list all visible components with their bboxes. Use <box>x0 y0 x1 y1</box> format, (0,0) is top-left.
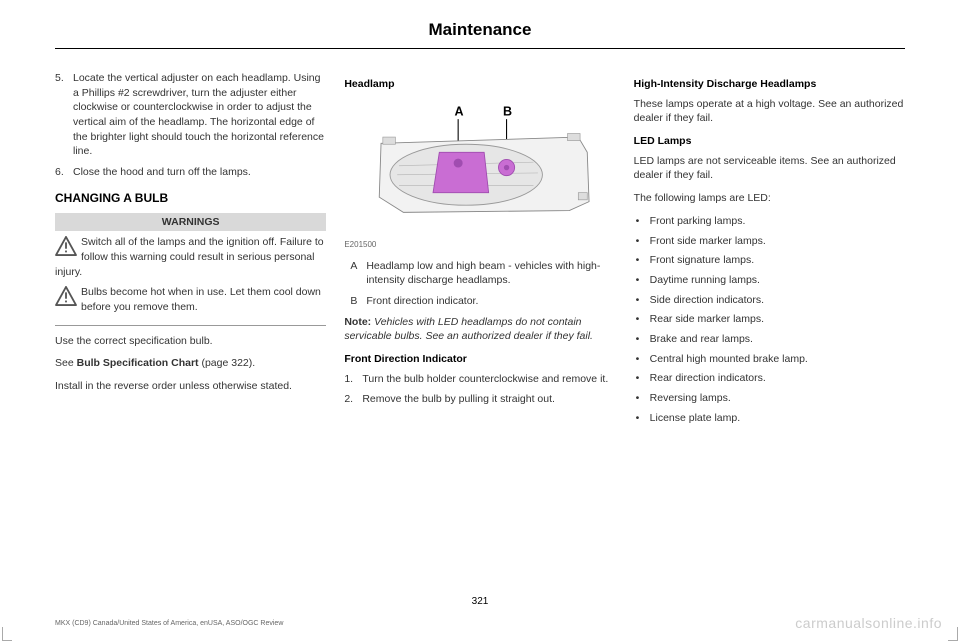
label-text: Headlamp low and high beam - vehicles wi… <box>366 259 615 288</box>
fdi-step-2: 2. Remove the bulb by pulling it straigh… <box>344 392 615 407</box>
page-header: Maintenance <box>0 0 960 48</box>
see-suffix: (page 322). <box>199 357 256 369</box>
list-item: •Front side marker lamps. <box>634 234 905 249</box>
para-see-chart: See Bulb Specification Chart (page 322). <box>55 356 326 371</box>
bullet-text: Front parking lamps. <box>650 214 746 229</box>
bullet-dot: • <box>634 273 650 288</box>
list-item: •License plate lamp. <box>634 411 905 426</box>
bullet-dot: • <box>634 391 650 406</box>
note-led: Note: Vehicles with LED headlamps do not… <box>344 315 615 344</box>
para-spec-bulb: Use the correct specification bulb. <box>55 334 326 349</box>
diagram-label-b: B <box>503 104 512 118</box>
step-text: Turn the bulb holder counterclockwise an… <box>362 372 608 387</box>
warning-1: Switch all of the lamps and the ignition… <box>55 235 326 279</box>
led-text: LED lamps are not serviceable items. See… <box>634 154 905 183</box>
step-num: 5. <box>55 71 73 159</box>
hid-text: These lamps operate at a high voltage. S… <box>634 97 905 126</box>
bullet-text: Rear direction indicators. <box>650 371 766 386</box>
list-item: •Brake and rear lamps. <box>634 332 905 347</box>
changing-bulb-heading: CHANGING A BULB <box>55 190 326 207</box>
see-prefix: See <box>55 357 77 369</box>
bullet-text: Central high mounted brake lamp. <box>650 352 808 367</box>
diagram-label-a: A <box>455 104 464 118</box>
column-1: 5. Locate the vertical adjuster on each … <box>55 71 326 430</box>
led-bullet-list: •Front parking lamps.•Front side marker … <box>634 214 905 426</box>
label-letter: B <box>344 294 366 309</box>
list-item: •Daytime running lamps. <box>634 273 905 288</box>
diagram-label-b-desc: B Front direction indicator. <box>344 294 615 309</box>
bullet-dot: • <box>634 352 650 367</box>
bullet-dot: • <box>634 312 650 327</box>
warning-icon <box>55 286 77 306</box>
page-number: 321 <box>0 596 960 607</box>
bullet-dot: • <box>634 253 650 268</box>
column-3: High-Intensity Discharge Headlamps These… <box>634 71 905 430</box>
para-install-reverse: Install in the reverse order unless othe… <box>55 379 326 394</box>
bullet-dot: • <box>634 411 650 426</box>
note-text: Vehicles with LED headlamps do not conta… <box>344 316 593 343</box>
list-item: •Side direction indicators. <box>634 293 905 308</box>
step-num: 1. <box>344 372 362 387</box>
list-item: •Rear direction indicators. <box>634 371 905 386</box>
led-intro: The following lamps are LED: <box>634 191 905 206</box>
label-letter: A <box>344 259 366 288</box>
label-text: Front direction indicator. <box>366 294 478 309</box>
step-text: Locate the vertical adjuster on each hea… <box>73 71 326 159</box>
column-2: Headlamp A B E201500 <box>344 71 615 430</box>
crop-mark <box>2 627 12 641</box>
bulb-chart-ref: Bulb Specification Chart <box>77 357 199 369</box>
bullet-text: Front signature lamps. <box>650 253 754 268</box>
bullet-text: License plate lamp. <box>650 411 740 426</box>
step-num: 6. <box>55 165 73 180</box>
list-item: •Front signature lamps. <box>634 253 905 268</box>
bullet-text: Reversing lamps. <box>650 391 731 406</box>
note-label: Note: <box>344 316 371 328</box>
bullet-text: Side direction indicators. <box>650 293 764 308</box>
fdi-step-1: 1. Turn the bulb holder counterclockwise… <box>344 372 615 387</box>
list-item: •Front parking lamps. <box>634 214 905 229</box>
bullet-text: Daytime running lamps. <box>650 273 760 288</box>
bullet-text: Brake and rear lamps. <box>650 332 753 347</box>
warning-2: Bulbs become hot when in use. Let them c… <box>55 285 326 314</box>
list-item: •Rear side marker lamps. <box>634 312 905 327</box>
bullet-text: Front side marker lamps. <box>650 234 766 249</box>
hid-heading: High-Intensity Discharge Headlamps <box>634 77 905 92</box>
crop-mark <box>948 627 958 641</box>
bullet-text: Rear side marker lamps. <box>650 312 764 327</box>
warning-icon <box>55 236 77 256</box>
warnings-header: WARNINGS <box>55 213 326 232</box>
step-6: 6. Close the hood and turn off the lamps… <box>55 165 326 180</box>
warnings-divider <box>55 325 326 326</box>
bullet-dot: • <box>634 293 650 308</box>
bullet-dot: • <box>634 332 650 347</box>
watermark: carmanualsonline.info <box>795 615 942 631</box>
fdi-heading: Front Direction Indicator <box>344 352 615 367</box>
footer-line: MKX (CD9) Canada/United States of Americ… <box>55 620 283 627</box>
diagram-label-a-desc: A Headlamp low and high beam - vehicles … <box>344 259 615 288</box>
bullet-dot: • <box>634 234 650 249</box>
headlamp-diagram: A B <box>344 103 615 233</box>
bullet-dot: • <box>634 214 650 229</box>
step-5: 5. Locate the vertical adjuster on each … <box>55 71 326 159</box>
bullet-dot: • <box>634 371 650 386</box>
list-item: •Central high mounted brake lamp. <box>634 352 905 367</box>
content-columns: 5. Locate the vertical adjuster on each … <box>0 49 960 430</box>
led-heading: LED Lamps <box>634 134 905 149</box>
step-num: 2. <box>344 392 362 407</box>
headlamp-heading: Headlamp <box>344 77 615 92</box>
step-text: Remove the bulb by pulling it straight o… <box>362 392 555 407</box>
figure-id: E201500 <box>344 239 615 250</box>
warning-text: Switch all of the lamps and the ignition… <box>55 236 324 277</box>
warning-text: Bulbs become hot when in use. Let them c… <box>81 286 321 313</box>
list-item: •Reversing lamps. <box>634 391 905 406</box>
step-text: Close the hood and turn off the lamps. <box>73 165 251 180</box>
